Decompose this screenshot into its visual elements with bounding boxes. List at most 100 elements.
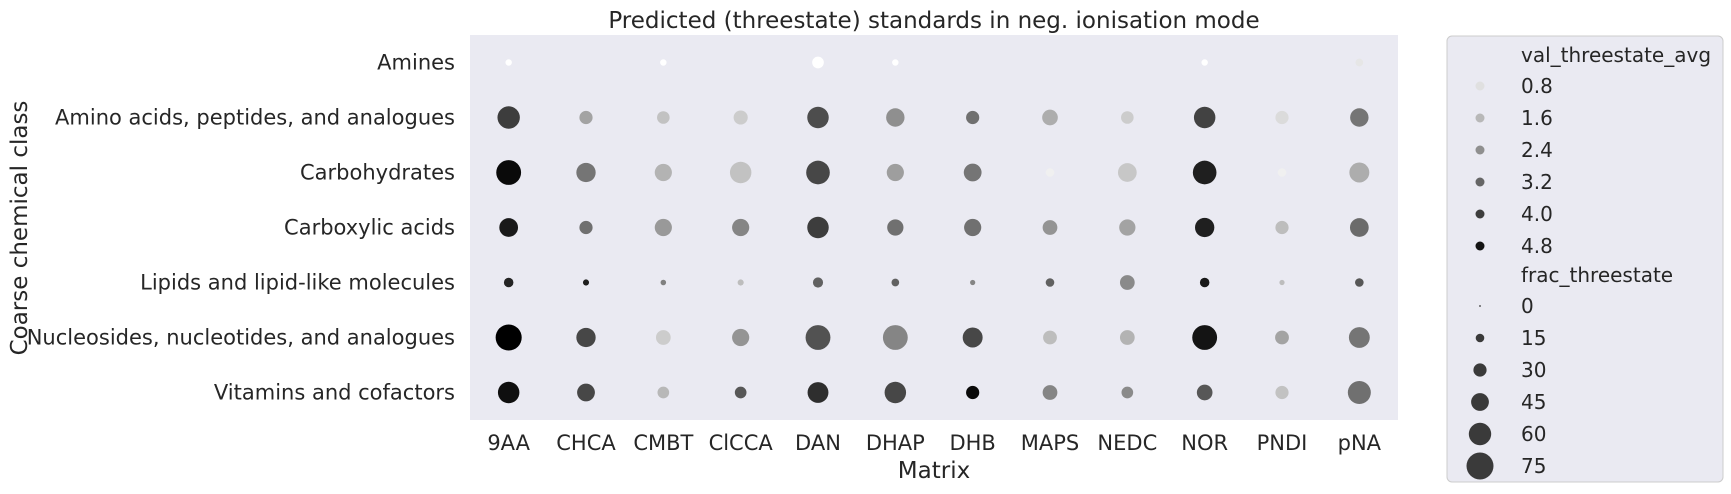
legend-hue-swatch: [1475, 145, 1485, 155]
point-9aa-carbohydrates: [496, 160, 522, 185]
x-tick-label: DAN: [795, 431, 841, 455]
x-tick-label: 9AA: [487, 431, 530, 455]
legend-size-label: 45: [1521, 390, 1546, 414]
y-tick-labels: Amines Amino acids, peptides, and analogu…: [27, 51, 455, 405]
point-chca-lipids-and-lipid-like-molecules: [582, 279, 590, 286]
legend-size-swatch: [1475, 333, 1485, 343]
point-nor-nucleosides-nucleotides-and-analogues: [1192, 325, 1218, 350]
x-tick-label: DHAP: [866, 431, 925, 455]
point-dhap-carboxylic-acids: [887, 219, 904, 236]
point-nedc-nucleosides-nucleotides-and-analogues: [1119, 330, 1135, 345]
point-nedc-amino-acids-peptides-and-analogues: [1121, 111, 1134, 124]
legend-hue-swatch: [1475, 209, 1485, 219]
point-dan-lipids-and-lipid-like-molecules: [812, 277, 824, 288]
point-clcca-lipids-and-lipid-like-molecules: [737, 279, 744, 286]
point-cmbt-vitamins-and-cofactors: [657, 386, 670, 399]
point-9aa-lipids-and-lipid-like-molecules: [503, 277, 514, 288]
point-chca-nucleosides-nucleotides-and-analogues: [576, 327, 596, 348]
point-pna-carboxylic-acids: [1349, 218, 1369, 237]
legend-size-swatch: [1468, 422, 1492, 446]
point-pna-vitamins-and-cofactors: [1347, 380, 1371, 405]
legend-hue-swatch: [1475, 113, 1485, 123]
point-nedc-vitamins-and-cofactors: [1121, 386, 1134, 399]
point-maps-lipids-and-lipid-like-molecules: [1045, 278, 1055, 287]
point-pndi-lipids-and-lipid-like-molecules: [1279, 279, 1285, 286]
point-maps-vitamins-and-cofactors: [1042, 385, 1058, 400]
y-tick-label: Carboxylic acids: [284, 216, 455, 240]
legend-hue-label: 3.2: [1521, 170, 1553, 194]
point-dan-amino-acids-peptides-and-analogues: [807, 106, 829, 129]
point-dhb-nucleosides-nucleotides-and-analogues: [962, 327, 983, 348]
legend-size-swatch: [1479, 305, 1481, 307]
x-tick-label: MAPS: [1021, 431, 1079, 455]
point-dhb-carbohydrates: [963, 163, 982, 182]
point-nedc-carboxylic-acids: [1119, 219, 1136, 236]
point-dhap-lipids-and-lipid-like-molecules: [891, 278, 900, 287]
point-clcca-vitamins-and-cofactors: [734, 386, 747, 399]
point-dhb-carboxylic-acids: [964, 218, 982, 237]
point-pna-lipids-and-lipid-like-molecules: [1355, 278, 1364, 287]
point-dhap-amino-acids-peptides-and-analogues: [886, 108, 905, 127]
point-pndi-carbohydrates: [1277, 168, 1287, 177]
legend: val_threestate_avg 0.8 1.6 2.4 3.2 4.0 4.8 fr…: [1446, 35, 1724, 483]
point-pndi-carboxylic-acids: [1275, 220, 1289, 235]
y-tick-label: Lipids and lipid-like molecules: [140, 271, 455, 295]
legend-hue-label: 4.0: [1521, 202, 1553, 226]
legend-size-swatch: [1471, 393, 1489, 411]
legend-hue-title: val_threestate_avg: [1521, 43, 1711, 67]
point-dhb-vitamins-and-cofactors: [966, 385, 980, 400]
legend-hue-label: 4.8: [1521, 234, 1553, 258]
legend-size-entries: 0 15 30 45 60 75: [1466, 294, 1546, 480]
point-cmbt-amino-acids-peptides-and-analogues: [657, 111, 670, 124]
legend-hue-swatch: [1475, 177, 1485, 187]
data-points: [495, 56, 1371, 405]
point-cmbt-carboxylic-acids: [654, 218, 672, 237]
y-tick-label: Vitamins and cofactors: [214, 381, 455, 405]
legend-size-swatch: [1466, 452, 1494, 480]
point-dan-carbohydrates: [806, 160, 830, 185]
legend-size-label: 30: [1521, 358, 1546, 382]
point-maps-nucleosides-nucleotides-and-analogues: [1043, 330, 1057, 345]
point-pna-nucleosides-nucleotides-and-analogues: [1348, 327, 1370, 348]
point-nor-amino-acids-peptides-and-analogues: [1193, 106, 1216, 129]
point-dan-carboxylic-acids: [807, 216, 829, 239]
x-tick-labels: 9AA CHCA CMBT ClCCA DAN DHAP DHB MAPS NEDC NOR PND…: [487, 431, 1381, 455]
chart-title: Predicted (threestate) standards in neg.…: [608, 8, 1259, 34]
x-tick-label: NEDC: [1097, 431, 1157, 455]
point-9aa-nucleosides-nucleotides-and-analogues: [495, 324, 522, 351]
point-chca-carbohydrates: [576, 162, 596, 183]
point-dhap-vitamins-and-cofactors: [884, 381, 907, 404]
point-dhb-lipids-and-lipid-like-molecules: [970, 279, 976, 286]
point-9aa-carboxylic-acids: [499, 218, 519, 237]
legend-hue-swatch: [1475, 81, 1485, 91]
legend-hue-label: 0.8: [1521, 74, 1553, 98]
legend-size-label: 60: [1521, 422, 1546, 446]
point-dan-nucleosides-nucleotides-and-analogues: [805, 325, 831, 350]
plot-area: [470, 35, 1398, 420]
point-chca-vitamins-and-cofactors: [577, 383, 595, 402]
point-nor-carbohydrates: [1192, 160, 1217, 185]
point-dhap-nucleosides-nucleotides-and-analogues: [882, 325, 908, 350]
point-nedc-lipids-and-lipid-like-molecules: [1119, 275, 1135, 290]
point-pndi-nucleosides-nucleotides-and-analogues: [1275, 330, 1289, 345]
legend-size-title: frac_threestate: [1521, 263, 1673, 287]
x-tick-label: CMBT: [633, 431, 693, 455]
point-clcca-amino-acids-peptides-and-analogues: [733, 110, 748, 125]
point-nor-vitamins-and-cofactors: [1196, 384, 1213, 401]
point-dhap-amines: [892, 59, 899, 66]
point-cmbt-carbohydrates: [654, 163, 672, 182]
point-9aa-amines: [505, 59, 512, 66]
legend-size-swatch: [1473, 363, 1487, 377]
point-pna-carbohydrates: [1349, 162, 1370, 183]
point-pndi-amino-acids-peptides-and-analogues: [1275, 110, 1289, 125]
x-axis-label: Matrix: [898, 458, 970, 484]
point-chca-amino-acids-peptides-and-analogues: [579, 110, 593, 125]
y-tick-label: Nucleosides, nucleotides, and analogues: [27, 326, 455, 350]
legend-size-label: 75: [1521, 454, 1546, 478]
point-nor-amines: [1201, 59, 1208, 66]
y-tick-label: Carbohydrates: [300, 161, 455, 185]
legend-hue-label: 2.4: [1521, 138, 1553, 162]
legend-hue-swatch: [1475, 241, 1485, 251]
point-maps-carboxylic-acids: [1042, 220, 1058, 235]
